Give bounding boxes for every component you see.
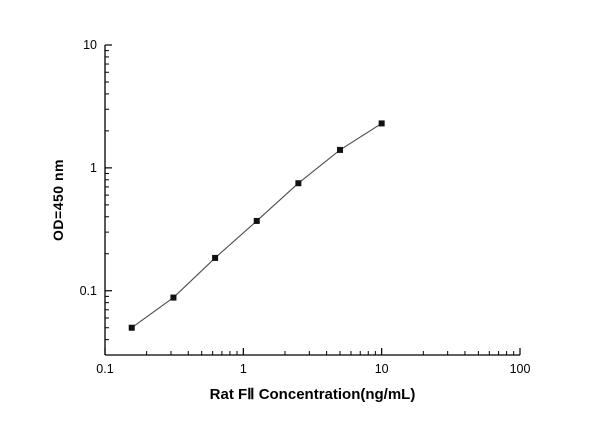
x-tick-label: 1 (240, 362, 247, 376)
x-tick-label: 10 (375, 362, 389, 376)
data-point-marker (170, 294, 177, 301)
y-axis-title: OD=450 nm (50, 159, 66, 241)
data-point-marker (212, 254, 219, 261)
x-axis-title: Rat FⅡ Concentration(ng/mL) (209, 386, 416, 403)
y-tick-label: 1 (90, 161, 97, 175)
data-point-marker (337, 146, 344, 153)
x-tick-label: 100 (510, 362, 531, 376)
x-tick-label: 0.1 (96, 362, 113, 376)
series-line (131, 122, 382, 329)
y-tick-label: 0.1 (80, 284, 97, 298)
data-point-marker (378, 120, 385, 127)
data-point-marker (253, 217, 260, 224)
data-point-marker (295, 180, 302, 187)
data-point-marker (128, 324, 135, 331)
y-tick-label: 10 (83, 38, 97, 52)
